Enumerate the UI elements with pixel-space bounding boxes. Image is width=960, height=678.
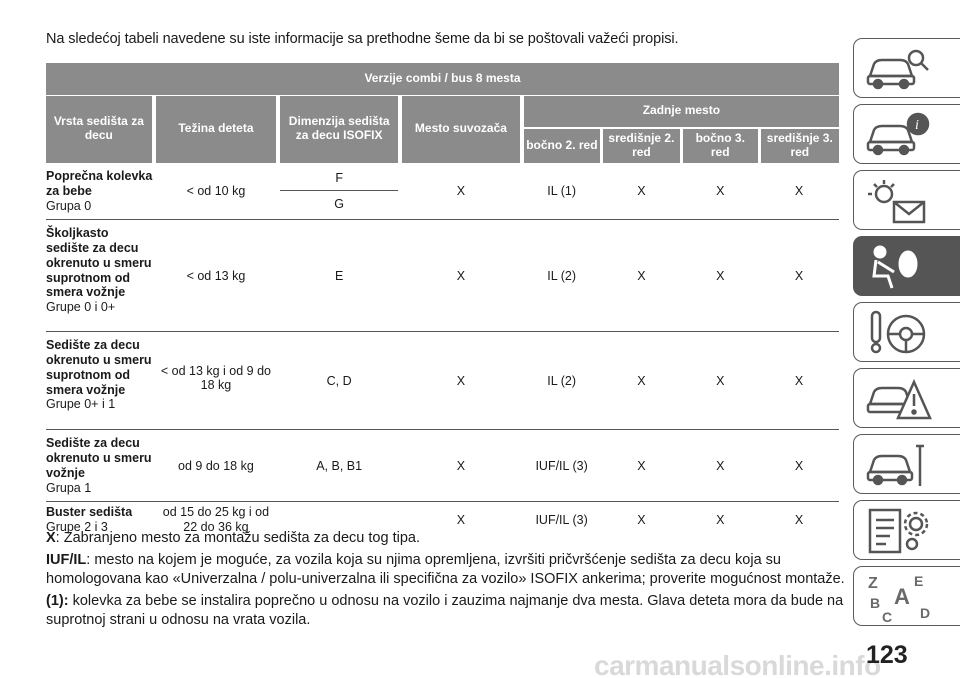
- car-warning-icon: [866, 378, 932, 420]
- table-row: Sedište za decu okrenuto u smeru vožnje G…: [46, 429, 839, 503]
- size-cell: C, D: [278, 331, 401, 431]
- mesto-cell: X: [400, 219, 522, 333]
- mesto-cell: X: [400, 331, 522, 431]
- header-tezina: Težina deteta: [151, 95, 279, 163]
- rear-cell: IL (2): [521, 219, 602, 333]
- tab-light-message[interactable]: [853, 170, 960, 230]
- steering-key-icon: [870, 310, 926, 354]
- header-dimenzija: Dimenzija sedišta za decu ISOFIX: [276, 95, 401, 163]
- header-mesto: Mesto suvozača: [398, 95, 522, 163]
- checklist-gear-icon: [868, 508, 929, 554]
- weight-cell: < od 13 kg: [153, 219, 279, 333]
- rear-cell: X: [759, 331, 839, 431]
- table-title: Verzije combi / bus 8 mesta: [46, 63, 839, 96]
- rear-cell: X: [601, 219, 682, 333]
- seat-airbag-icon: [872, 245, 918, 289]
- row-label: Sedište za decu okrenuto u smeru vožnje G…: [46, 429, 154, 503]
- car-info-icon: i: [866, 112, 930, 156]
- mesto-cell: X: [456, 513, 466, 527]
- rear-cell: X: [681, 331, 760, 431]
- table-row: Školjkasto sedište za decu okrenuto u sm…: [46, 219, 839, 333]
- rear-cell: X: [601, 331, 682, 431]
- size-cell: A, B, B1: [278, 429, 401, 503]
- tab-car-tools[interactable]: [853, 434, 960, 494]
- size-g: G: [334, 197, 345, 212]
- header-sub-1: bočno 2. red: [519, 128, 602, 163]
- tab-car-search[interactable]: [853, 38, 960, 98]
- watermark: carmanualsonline.info: [594, 650, 881, 678]
- weight-cell: < od 13 kg i od 9 do 18 kg: [153, 331, 279, 431]
- size-cell: E: [278, 219, 401, 333]
- tab-alphabet-index[interactable]: Z E A B C D: [853, 566, 960, 626]
- table-row: Sedište za decu okrenuto u smeru suprotn…: [46, 331, 839, 431]
- header-zadnje: Zadnje mesto: [519, 95, 839, 129]
- car-search-icon: [866, 49, 929, 90]
- footnotes: X: Zabranjeno mesto za montažu sedišta z…: [46, 529, 846, 633]
- rear-cell: X: [637, 513, 646, 527]
- tab-car-info[interactable]: i: [853, 104, 960, 164]
- rear-cell: X: [716, 513, 725, 527]
- size-divider: [280, 190, 399, 192]
- row-label: Sedište za decu okrenuto u smeru suprotn…: [46, 331, 154, 431]
- letter-z: Z: [868, 575, 878, 592]
- header-sub-2: središnje 2. red: [600, 128, 682, 163]
- rear-cell: X: [794, 513, 804, 527]
- header-sub-3: bočno 3. red: [679, 128, 760, 163]
- rear-cell: IUF/IL (3): [521, 429, 602, 503]
- rear-cell: X: [759, 163, 839, 221]
- rear-cell: X: [681, 219, 760, 333]
- rear-cell: IUF/IL (3): [535, 513, 588, 527]
- row-label: Školjkasto sedište za decu okrenuto u sm…: [46, 219, 154, 333]
- alphabet-index-icon: Z E A B C D: [868, 573, 930, 624]
- car-tools-icon: [866, 444, 924, 486]
- letter-a: A: [894, 584, 910, 609]
- table-row: Poprečna kolevka za bebe Grupa 0 < od 10 …: [46, 163, 839, 221]
- weight-cell: < od 10 kg: [153, 163, 279, 221]
- header-vrsta: Vrsta sedišta za decu: [46, 95, 154, 163]
- row-label: Poprečna kolevka za bebe Grupa 0: [46, 163, 154, 221]
- note-iufil: IUF/IL: mesto na kojem je moguće, za voz…: [46, 552, 845, 587]
- letter-c: C: [882, 609, 892, 624]
- note-x: X: Zabranjeno mesto za montažu sedišta z…: [46, 530, 420, 546]
- rear-cell: X: [681, 429, 760, 503]
- tab-seat-airbag[interactable]: [853, 236, 960, 296]
- row-label: Buster sedišta Grupe 2 i 3: [46, 505, 133, 534]
- rear-cell: X: [601, 429, 682, 503]
- rear-cell: IL (2): [521, 331, 602, 431]
- table-row: Buster sedišta Grupe 2 i 3 od 15 do 25 kg…: [46, 502, 839, 538]
- mesto-cell: X: [400, 163, 522, 221]
- svg-text:i: i: [915, 118, 919, 133]
- light-message-icon: [868, 180, 926, 224]
- intro-text: Na sledećoj tabeli navedene su iste info…: [46, 31, 679, 47]
- isofix-table: Verzije combi / bus 8 mesta Vrsta sedišt…: [46, 63, 839, 538]
- tab-steering-key[interactable]: [853, 302, 960, 362]
- letter-b: B: [870, 595, 880, 611]
- note-1: (1): kolevka za bebe se instalira popreč…: [46, 593, 844, 628]
- weight-cell: od 9 do 18 kg: [153, 429, 279, 503]
- rear-cell: X: [759, 219, 839, 333]
- tab-checklist-gear[interactable]: [853, 500, 960, 560]
- rear-cell: X: [601, 163, 682, 221]
- weight-cell: od 15 do 25 kg i od 22 do 36 kg: [162, 505, 270, 534]
- letter-d: D: [920, 605, 930, 621]
- header-sub-4: središnje 3. red: [757, 128, 839, 163]
- page-number: 123: [866, 641, 908, 669]
- size-cell: F G: [278, 163, 401, 221]
- letter-e: E: [914, 573, 923, 589]
- size-f: F: [335, 171, 343, 186]
- rear-cell: X: [759, 429, 839, 503]
- tab-car-warning[interactable]: [853, 368, 960, 428]
- rear-cell: IL (1): [521, 163, 602, 221]
- mesto-cell: X: [400, 429, 522, 503]
- rear-cell: X: [681, 163, 760, 221]
